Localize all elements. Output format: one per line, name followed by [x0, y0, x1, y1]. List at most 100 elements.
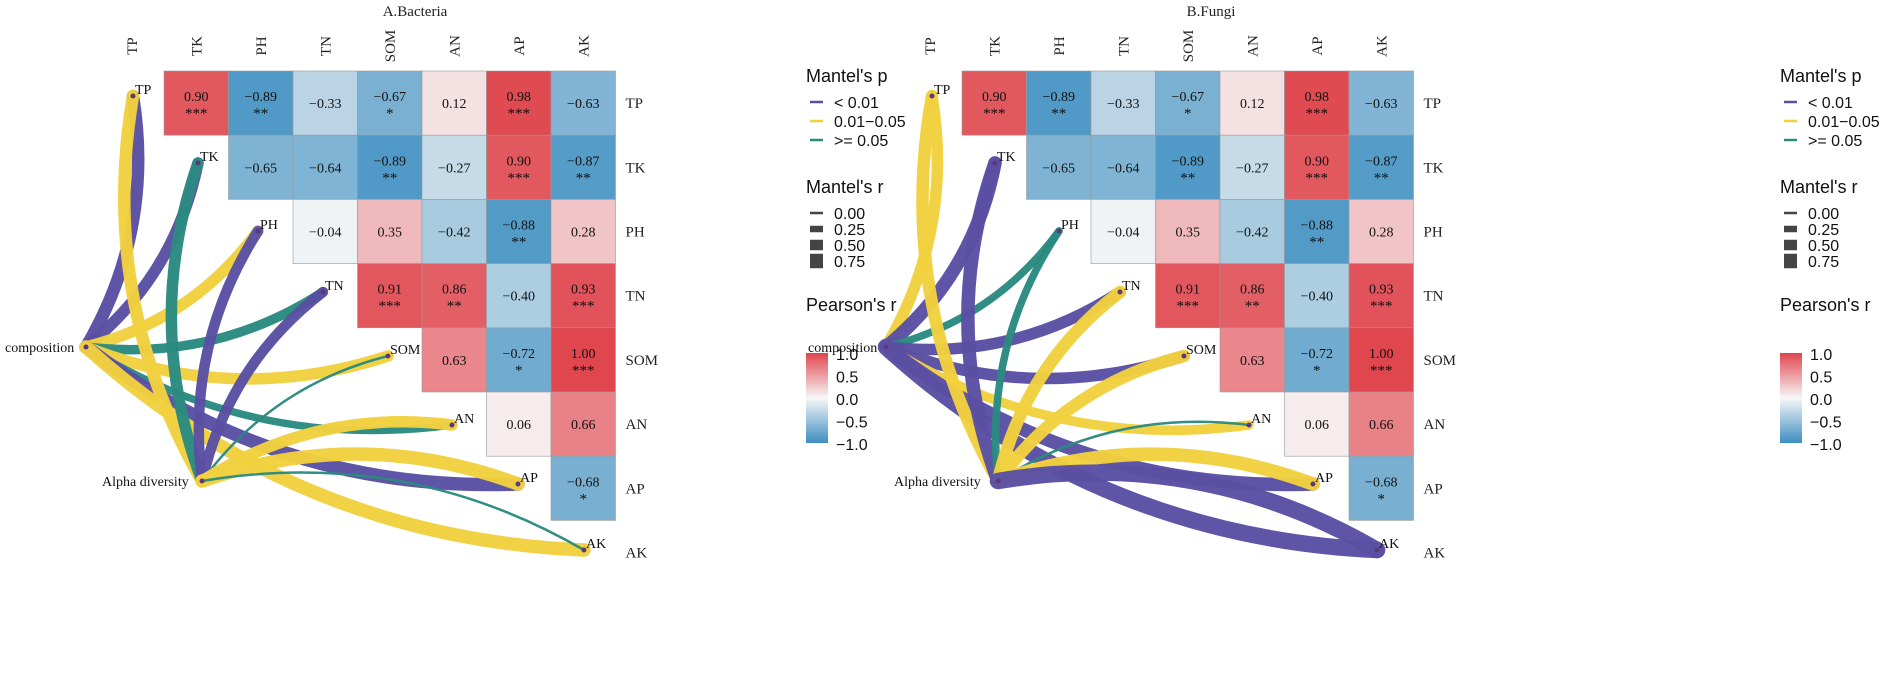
- row-label: SOM: [1424, 353, 1457, 369]
- legend-label: 0.00: [1808, 206, 1839, 223]
- anchor-point: [1056, 228, 1062, 234]
- pearson-gradient-bar: [806, 353, 828, 443]
- heatmap-cell: [1090, 134, 1156, 200]
- column-label: TP: [125, 37, 141, 55]
- heatmap-cell: [292, 70, 358, 136]
- heatmap-cell: [1090, 70, 1156, 136]
- anchor-label: AP: [520, 471, 538, 486]
- heatmap-cell: [1348, 327, 1414, 393]
- heatmap-cell: [550, 134, 616, 200]
- significance-label: ***: [379, 299, 402, 315]
- significance-label: *: [386, 106, 394, 122]
- anchor-label: AK: [586, 537, 606, 552]
- legend-label: 0.01−0.05: [1808, 114, 1880, 131]
- heatmap-cell: [486, 263, 552, 329]
- cell-value-label: 0.12: [1240, 97, 1265, 112]
- row-label: AP: [1424, 481, 1443, 497]
- heatmap-cell: [292, 199, 358, 264]
- pearson-gradient-bar: [1780, 353, 1802, 443]
- cell-value-label: 0.93: [1369, 283, 1394, 298]
- column-label: TN: [1116, 36, 1132, 56]
- row-label: AK: [626, 546, 648, 562]
- cell-value-label: −0.65: [245, 161, 277, 176]
- heatmap-cell: [357, 70, 423, 136]
- cell-value-label: −0.89: [1043, 90, 1075, 105]
- heatmap-cell: [1219, 199, 1285, 264]
- cell-value-label: 0.06: [1305, 418, 1330, 433]
- significance-label: ***: [1370, 299, 1393, 315]
- significance-label: ***: [572, 299, 595, 315]
- heatmap-cell: [163, 70, 229, 136]
- cell-value-label: 0.98: [507, 90, 532, 105]
- heatmap-cell: [1219, 327, 1285, 393]
- mantel-link: [916, 89, 1005, 488]
- heatmap-cell: [1155, 263, 1221, 329]
- cell-value-label: −0.33: [309, 97, 341, 112]
- legend-label: < 0.01: [834, 95, 879, 112]
- cell-value-label: 1.00: [1369, 347, 1394, 362]
- heatmap-cell: [421, 327, 487, 393]
- heatmap-cell: [357, 134, 423, 200]
- legend-title: Pearson's r: [1780, 295, 1870, 315]
- chart-title: B.Fungi: [1187, 4, 1236, 20]
- anchor-label: TN: [1122, 279, 1141, 294]
- mantel-links: [79, 89, 591, 557]
- heatmap-cell: [357, 263, 423, 329]
- significance-label: ***: [508, 170, 531, 186]
- significance-label: ***: [572, 363, 595, 379]
- source-label: composition: [808, 341, 877, 356]
- significance-label: *: [580, 491, 588, 507]
- anchor-label: PH: [1061, 218, 1079, 233]
- mantel-link: [193, 225, 264, 487]
- row-label: AN: [1424, 417, 1446, 433]
- legend-tick-label: 1.0: [836, 347, 858, 364]
- cell-value-label: −0.72: [503, 347, 535, 362]
- anchor-point: [449, 422, 455, 428]
- significance-label: **: [511, 235, 526, 251]
- significance-label: **: [253, 106, 268, 122]
- heatmap-cell: [228, 134, 294, 200]
- significance-label: ***: [1306, 170, 1329, 186]
- source-label: Alpha diversity: [894, 475, 981, 490]
- column-label: TK: [189, 36, 205, 56]
- anchor-point: [385, 353, 391, 359]
- row-label: TN: [626, 289, 646, 305]
- mantel-link: [79, 340, 591, 557]
- heatmap-cell: [1348, 134, 1414, 200]
- row-label: TK: [1424, 160, 1444, 176]
- anchor-point: [320, 289, 326, 295]
- legend-width-swatch: [1784, 211, 1797, 215]
- source-label: composition: [5, 341, 74, 356]
- mantel-link: [200, 354, 390, 483]
- anchor-point: [581, 547, 587, 553]
- anchor-label: SOM: [1186, 343, 1217, 358]
- heatmap-cell: [1090, 199, 1156, 264]
- legend-tick-label: 0.5: [1810, 370, 1832, 387]
- row-label: TP: [1424, 96, 1442, 112]
- mantel-link: [877, 338, 1386, 559]
- legend-tick-label: −1.0: [836, 437, 868, 454]
- cell-value-label: 0.91: [378, 283, 403, 298]
- significance-label: ***: [983, 106, 1006, 122]
- anchor-point: [1117, 289, 1123, 295]
- source-point: [995, 478, 1001, 484]
- heatmap-cell: [550, 455, 616, 521]
- significance-label: **: [1309, 235, 1324, 251]
- heatmap-cell: [550, 263, 616, 329]
- heatmap-cell: [1155, 70, 1221, 136]
- legend-label: 0.75: [1808, 254, 1839, 271]
- source-point: [883, 344, 889, 350]
- column-label: AN: [447, 35, 463, 57]
- anchor-point: [1181, 353, 1187, 359]
- anchor-point: [130, 93, 136, 99]
- cell-value-label: 0.12: [442, 97, 467, 112]
- cell-value-label: 1.00: [571, 347, 596, 362]
- significance-label: ***: [1306, 106, 1329, 122]
- heatmap-cell: [550, 199, 616, 264]
- legend-fungi: Mantel's p < 0.01 0.01−0.05 >= 0.05 Mantel's…: [1780, 66, 1880, 454]
- significance-label: *: [515, 363, 523, 379]
- column-label: AP: [512, 36, 528, 55]
- mantel-link: [991, 227, 1063, 485]
- legend-label: 0.25: [834, 222, 865, 239]
- legend-width-swatch: [1784, 225, 1797, 233]
